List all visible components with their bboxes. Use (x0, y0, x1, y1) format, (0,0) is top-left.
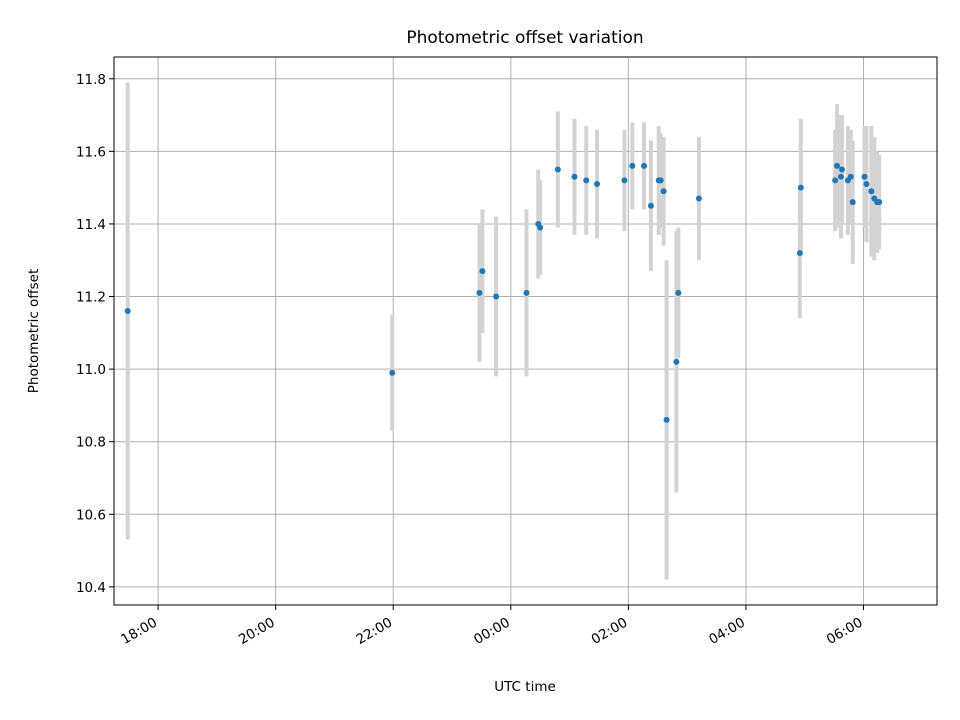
y-tick-label: 11.6 (76, 144, 106, 160)
x-axis-label: UTC time (494, 679, 556, 695)
data-point (537, 224, 544, 231)
data-point (571, 173, 578, 180)
data-point (554, 166, 561, 173)
data-point (695, 195, 702, 202)
data-point (479, 268, 486, 275)
data-point (621, 177, 628, 184)
data-point (796, 249, 803, 256)
data-point (389, 369, 396, 376)
data-point (673, 358, 680, 365)
data-points (124, 162, 883, 423)
data-point (832, 177, 839, 184)
plot-area-frame (113, 56, 938, 606)
data-point (594, 181, 601, 188)
y-axis-label: Photometric offset (26, 269, 42, 393)
data-point (675, 289, 682, 296)
y-tick-label: 11.8 (76, 72, 106, 88)
data-point (837, 173, 844, 180)
data-point (660, 188, 667, 195)
data-point (847, 173, 854, 180)
data-point (849, 199, 856, 206)
data-point (647, 202, 654, 209)
data-point (124, 308, 131, 315)
data-point (476, 289, 483, 296)
y-tick-label: 10.4 (76, 580, 106, 596)
data-point (876, 199, 883, 206)
data-point (834, 162, 841, 169)
y-tick-label: 10.6 (76, 507, 106, 523)
data-point (863, 181, 870, 188)
data-point (657, 177, 664, 184)
data-point (663, 416, 670, 423)
data-point (629, 162, 636, 169)
y-axis-ticks: 10.4 10.6 10.8 11.0 11.2 11.4 11.6 11.8 (76, 72, 114, 596)
data-point (868, 188, 875, 195)
y-tick-label: 11.0 (76, 362, 106, 378)
data-point (838, 166, 845, 173)
data-point (861, 173, 868, 180)
data-point (523, 289, 530, 296)
data-point (641, 162, 648, 169)
y-tick-label: 11.4 (76, 217, 106, 233)
data-point (583, 177, 590, 184)
y-tick-label: 10.8 (76, 435, 106, 451)
data-point (493, 293, 500, 300)
y-tick-label: 11.2 (76, 290, 106, 306)
data-point (797, 184, 804, 191)
chart-title: Photometric offset variation (406, 28, 643, 48)
